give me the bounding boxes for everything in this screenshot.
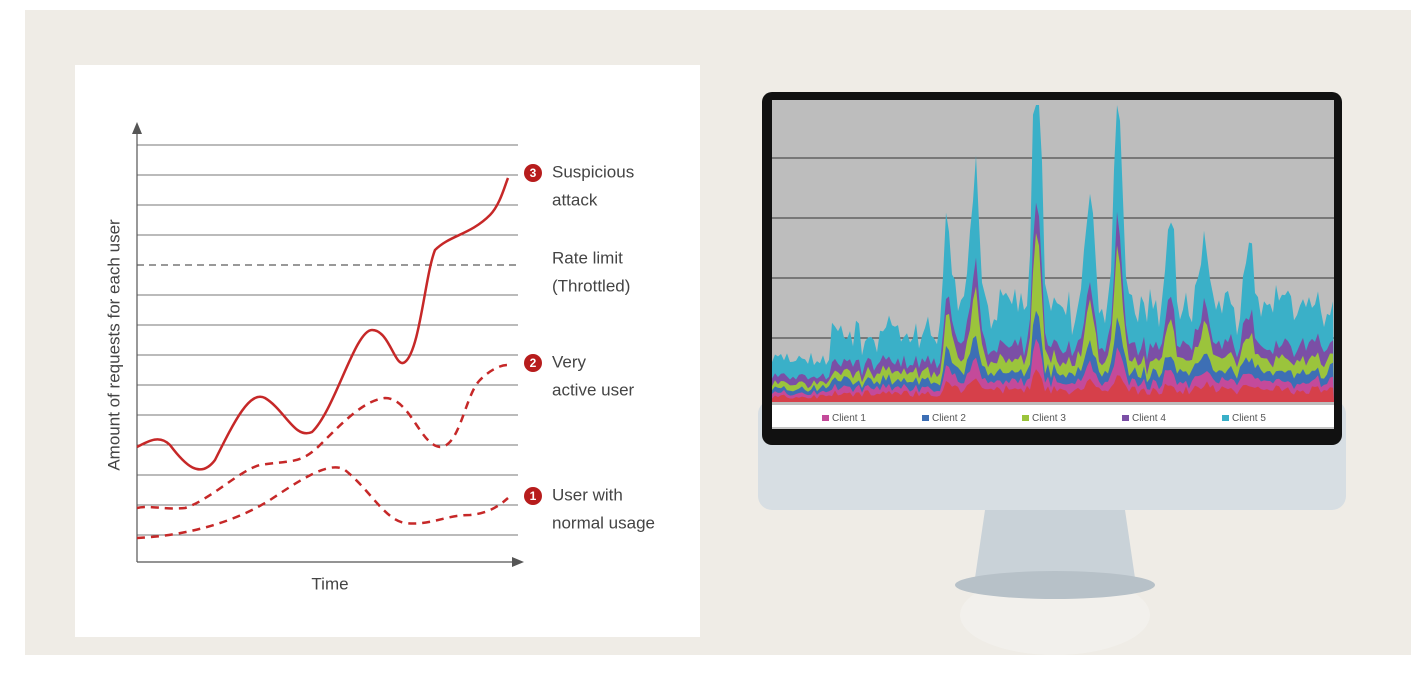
legend-label: Client 2 <box>932 413 966 424</box>
annotation-label: User with <box>552 485 623 504</box>
annotation-label: Suspicious <box>552 162 634 181</box>
annotation-label: active user <box>552 380 635 399</box>
badge-number: 3 <box>530 166 537 180</box>
rate-limit-label: (Throttled) <box>552 276 630 295</box>
stand <box>975 510 1135 578</box>
diagram-panel <box>75 65 700 637</box>
annotation-label: attack <box>552 190 598 209</box>
annotation-label: Very <box>552 352 587 371</box>
legend-swatch <box>922 415 929 421</box>
legend-label: Client 4 <box>1132 413 1166 424</box>
legend-swatch <box>1222 415 1229 421</box>
badge-number: 1 <box>530 489 537 503</box>
x-axis-label: Time <box>311 574 348 593</box>
stand-base <box>955 571 1155 599</box>
legend-swatch <box>1022 415 1029 421</box>
page: Amount of requests for each user Time Ra… <box>0 0 1411 683</box>
legend-label: Client 1 <box>832 413 866 424</box>
legend-swatch <box>822 415 829 421</box>
badge-number: 2 <box>530 356 537 370</box>
legend-label: Client 5 <box>1232 413 1266 424</box>
y-axis-label: Amount of requests for each user <box>104 219 123 471</box>
legend-label: Client 3 <box>1032 413 1066 424</box>
legend-swatch <box>1122 415 1129 421</box>
annotation-label: normal usage <box>552 513 655 532</box>
rate-limit-label: Rate limit <box>552 248 623 267</box>
